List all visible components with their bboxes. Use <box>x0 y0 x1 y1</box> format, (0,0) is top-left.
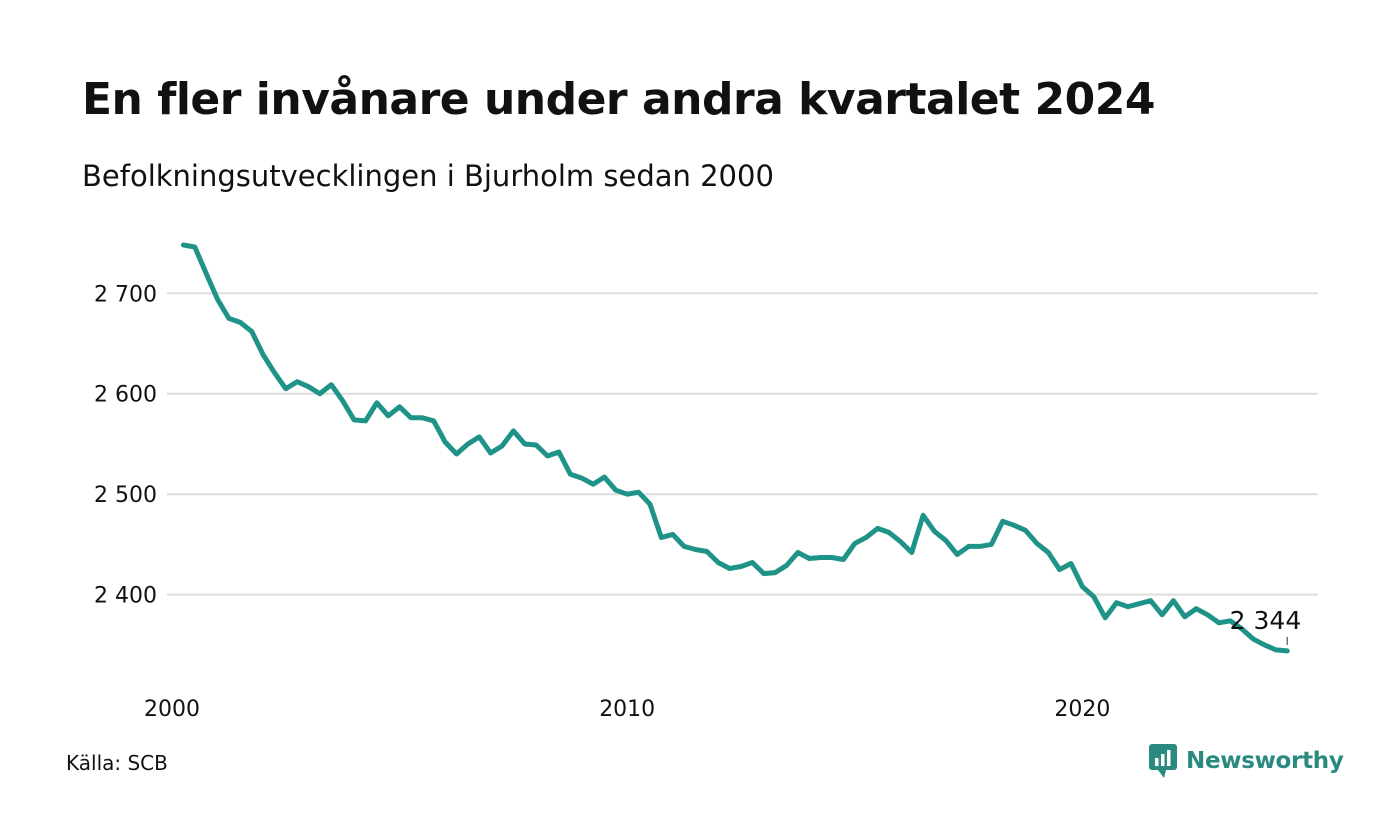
brand-name: Newsworthy <box>1186 748 1344 774</box>
gridlines <box>167 292 1318 596</box>
y-tick-label: 2 700 <box>94 282 157 307</box>
chart-title: En fler invånare under andra kvartalet 2… <box>82 74 1155 125</box>
x-tick-label: 2010 <box>599 697 655 722</box>
y-tick-label: 2 400 <box>94 584 157 609</box>
last-value-label: 2 344 <box>1230 606 1302 635</box>
chart-subtitle: Befolkningsutvecklingen i Bjurholm sedan… <box>82 159 774 193</box>
last-value-annotation: 2 344 <box>1230 606 1302 645</box>
series-layer <box>180 242 1290 654</box>
newsworthy-logo-icon <box>1149 744 1177 778</box>
source-note: Källa: SCB <box>66 751 168 775</box>
x-tick-label: 2020 <box>1054 697 1110 722</box>
y-tick-label: 2 600 <box>94 383 157 408</box>
series-line <box>180 242 1290 654</box>
x-axis-labels: 2000 2010 2020 <box>144 697 1110 722</box>
y-tick-label: 2 500 <box>94 483 157 508</box>
y-axis-labels: 2 400 2 500 2 600 2 700 <box>94 282 157 608</box>
x-tick-label: 2000 <box>144 697 200 722</box>
brand-logo[interactable]: Newsworthy <box>1148 743 1344 779</box>
